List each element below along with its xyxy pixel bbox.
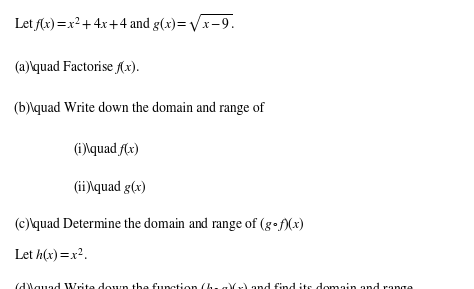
Text: (ii)\quad $g(x)$: (ii)\quad $g(x)$ [73, 178, 147, 196]
Text: (b)\quad Write down the domain and range of: (b)\quad Write down the domain and range… [14, 101, 264, 114]
Text: Let $f(x) = x^2 + 4x + 4$ and $g(x) = \sqrt{x - 9}$.: Let $f(x) = x^2 + 4x + 4$ and $g(x) = \s… [14, 13, 235, 35]
Text: (i)\quad $f(x)$: (i)\quad $f(x)$ [73, 140, 140, 158]
Text: Let $h(x) = x^2$.: Let $h(x) = x^2$. [14, 247, 88, 265]
Text: (c)\quad Determine the domain and range of $(g \circ f)(x)$: (c)\quad Determine the domain and range … [14, 215, 305, 233]
Text: (a)\quad Factorise $f(x)$.: (a)\quad Factorise $f(x)$. [14, 58, 140, 76]
Text: (d)\quad Write down the function $(h \circ g)(x)$ and find its domain and range.: (d)\quad Write down the function $(h \ci… [14, 280, 418, 289]
